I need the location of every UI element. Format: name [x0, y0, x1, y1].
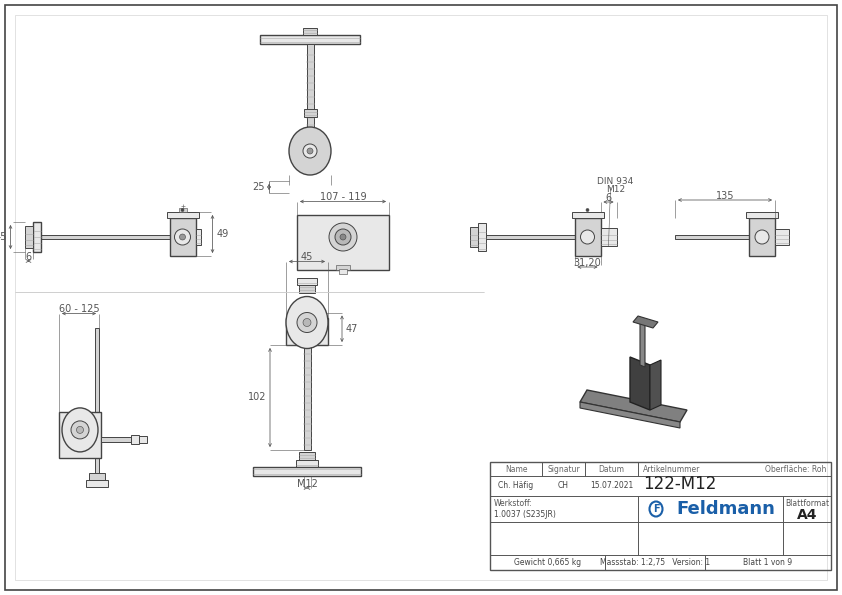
Bar — [306, 44, 313, 129]
Bar — [336, 265, 350, 270]
Bar — [339, 268, 347, 274]
Text: 1.0037 (S235JR): 1.0037 (S235JR) — [494, 511, 556, 519]
Text: 122-M12: 122-M12 — [643, 475, 717, 493]
Text: 47: 47 — [346, 324, 359, 334]
Bar — [303, 28, 317, 35]
Text: Ch. Häfig: Ch. Häfig — [498, 481, 534, 490]
Ellipse shape — [174, 229, 190, 245]
Text: 45: 45 — [0, 232, 7, 242]
Bar — [169, 218, 195, 256]
Bar — [101, 437, 131, 441]
Text: 102: 102 — [248, 393, 266, 402]
Bar — [675, 235, 775, 239]
Text: 45: 45 — [301, 252, 313, 262]
Text: 15.07.2021: 15.07.2021 — [590, 481, 633, 490]
Text: A4: A4 — [797, 508, 818, 522]
Text: M12: M12 — [296, 479, 317, 489]
Bar — [477, 223, 486, 251]
Polygon shape — [580, 402, 680, 428]
Bar — [24, 226, 33, 248]
Ellipse shape — [755, 230, 769, 244]
Ellipse shape — [303, 318, 311, 327]
Text: 25: 25 — [253, 182, 265, 192]
Text: Signatur: Signatur — [547, 465, 580, 474]
Ellipse shape — [340, 234, 346, 240]
Bar — [303, 109, 317, 117]
Bar — [167, 212, 199, 218]
Bar — [572, 212, 604, 218]
Text: 31,20: 31,20 — [573, 258, 601, 268]
Ellipse shape — [329, 223, 357, 251]
Bar — [40, 235, 195, 239]
Text: Massstab: 1:2,75   Version: 1: Massstab: 1:2,75 Version: 1 — [600, 558, 710, 567]
Bar — [486, 235, 600, 239]
Bar — [179, 208, 186, 212]
Text: 6: 6 — [25, 252, 31, 262]
Bar — [297, 215, 389, 270]
Bar — [775, 229, 789, 245]
Text: 6: 6 — [605, 193, 611, 203]
Bar — [297, 277, 317, 284]
Bar — [600, 228, 616, 246]
Bar — [253, 467, 361, 476]
Ellipse shape — [286, 296, 328, 349]
Text: Datum: Datum — [599, 465, 625, 474]
Text: DIN 934: DIN 934 — [597, 177, 634, 186]
Ellipse shape — [297, 312, 317, 333]
Bar — [296, 460, 318, 467]
Text: Werkstoff:: Werkstoff: — [494, 499, 533, 508]
Text: CH: CH — [558, 481, 569, 490]
Text: 60 - 125: 60 - 125 — [59, 305, 99, 315]
Bar — [286, 318, 328, 345]
Bar — [131, 434, 139, 443]
Polygon shape — [650, 360, 661, 410]
Text: Blatt 1 von 9: Blatt 1 von 9 — [743, 558, 792, 567]
Bar — [299, 452, 315, 460]
Ellipse shape — [586, 208, 589, 211]
Ellipse shape — [307, 148, 313, 154]
Bar — [59, 412, 101, 458]
Bar — [746, 212, 778, 218]
Text: Gewicht 0,665 kg: Gewicht 0,665 kg — [514, 558, 581, 567]
Bar — [749, 218, 775, 256]
Text: M12: M12 — [606, 186, 625, 195]
Ellipse shape — [77, 427, 83, 433]
Bar — [86, 480, 108, 487]
Polygon shape — [580, 390, 687, 422]
Polygon shape — [633, 316, 658, 328]
Text: Oberfläche: Roh: Oberfläche: Roh — [765, 465, 826, 474]
Bar — [195, 229, 200, 245]
Bar — [299, 284, 315, 293]
Ellipse shape — [71, 421, 89, 439]
Ellipse shape — [179, 234, 185, 240]
Polygon shape — [630, 357, 650, 410]
Bar — [89, 472, 105, 481]
Bar — [574, 218, 600, 256]
Text: F: F — [653, 504, 659, 514]
Bar — [490, 462, 831, 570]
Bar — [260, 35, 360, 44]
Text: Artikelnummer: Artikelnummer — [643, 465, 701, 474]
Bar — [470, 227, 477, 247]
Ellipse shape — [303, 144, 317, 158]
Text: 107 - 119: 107 - 119 — [320, 193, 366, 202]
Bar — [303, 340, 311, 450]
Ellipse shape — [289, 127, 331, 175]
Bar — [33, 222, 40, 252]
Text: Name: Name — [504, 465, 527, 474]
Ellipse shape — [335, 229, 351, 245]
Ellipse shape — [62, 408, 98, 452]
Text: Feldmann: Feldmann — [676, 500, 775, 518]
Ellipse shape — [580, 230, 594, 244]
Polygon shape — [640, 318, 645, 367]
Text: 49: 49 — [216, 229, 229, 239]
Text: 135: 135 — [716, 191, 734, 201]
Bar — [139, 436, 147, 443]
Bar — [95, 327, 99, 472]
Ellipse shape — [181, 208, 184, 211]
Text: Blattformat: Blattformat — [785, 499, 829, 508]
